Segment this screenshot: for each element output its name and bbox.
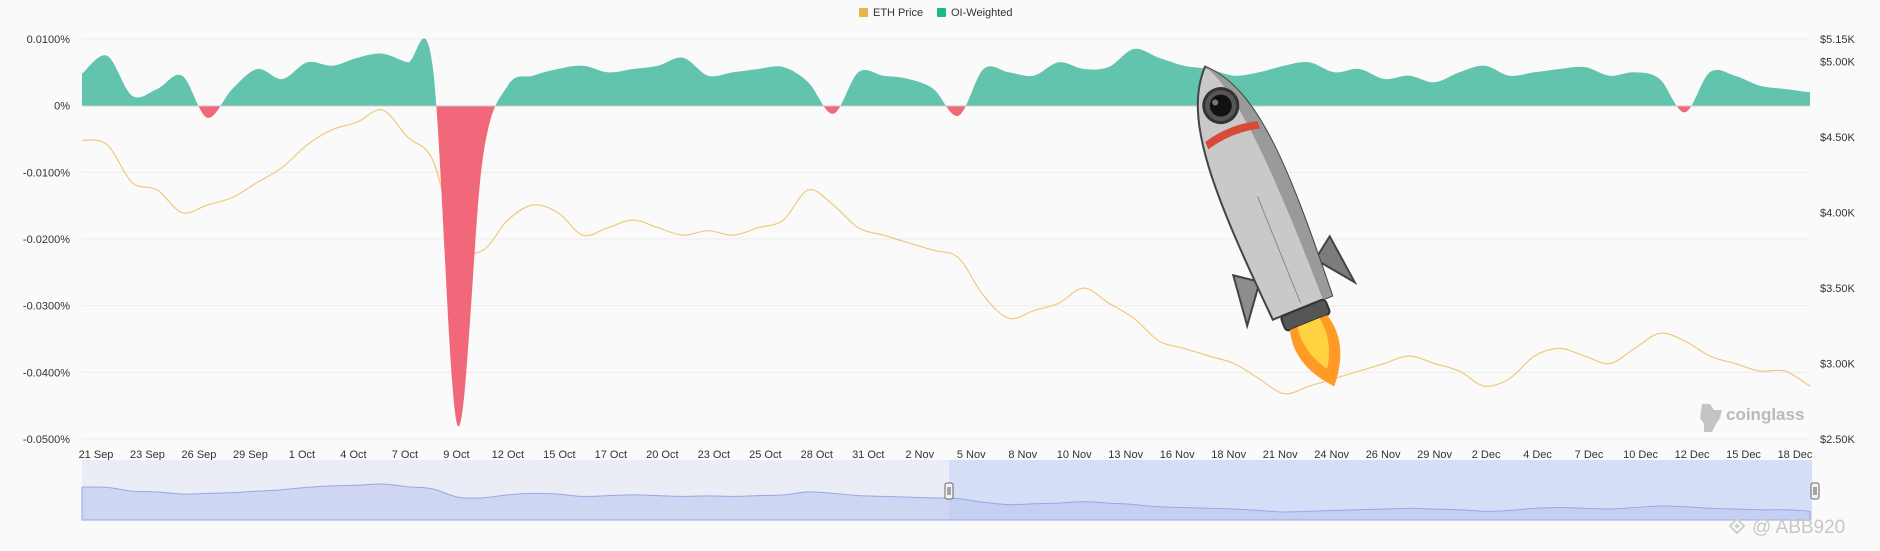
legend-swatch-eth-price — [859, 8, 868, 17]
right-y-tick-label: $3.50K — [1820, 283, 1856, 295]
x-tick-label: 10 Dec — [1623, 449, 1658, 461]
x-tick-label: 26 Nov — [1366, 449, 1401, 461]
left-y-tick-label: -0.0100% — [23, 167, 70, 179]
x-tick-label: 8 Nov — [1008, 449, 1037, 461]
left-y-tick-label: -0.0300% — [23, 301, 70, 313]
x-tick-label: 9 Oct — [443, 449, 469, 461]
coinglass-watermark-text: coinglass — [1726, 405, 1804, 424]
legend-swatch-oi-weighted — [937, 8, 946, 17]
right-y-tick-label: $5.00K — [1820, 57, 1856, 69]
x-tick-label: 13 Nov — [1108, 449, 1143, 461]
x-tick-label: 18 Nov — [1211, 449, 1246, 461]
navigator-left-handle[interactable] — [944, 482, 954, 500]
x-tick-label: 31 Oct — [852, 449, 884, 461]
x-tick-label: 15 Dec — [1726, 449, 1761, 461]
author-credit-text: @ ABB920 — [1752, 517, 1845, 538]
x-tick-label: 23 Sep — [130, 449, 165, 461]
x-tick-label: 29 Nov — [1417, 449, 1452, 461]
rocket-icon — [1196, 65, 1358, 387]
author-credit: @ ABB920 — [1728, 517, 1845, 538]
left-y-tick-label: 0% — [54, 101, 70, 113]
x-tick-label: 21 Nov — [1263, 449, 1298, 461]
right-y-tick-label: $3.00K — [1820, 359, 1856, 371]
x-tick-label: 21 Sep — [79, 449, 114, 461]
x-tick-label: 24 Nov — [1314, 449, 1349, 461]
x-tick-label: 2 Dec — [1472, 449, 1501, 461]
coinglass-logo-icon — [1700, 404, 1722, 432]
right-y-tick-label: $5.15K — [1820, 34, 1856, 46]
x-tick-label: 2 Nov — [905, 449, 934, 461]
x-axis: 21 Sep 23 Sep 26 Sep 29 Sep 1 Oct 4 Oct 7 Oct 9… — [79, 449, 1813, 461]
right-y-tick-label: $4.50K — [1820, 132, 1856, 144]
x-tick-label: 29 Sep — [233, 449, 268, 461]
x-tick-label: 16 Nov — [1160, 449, 1195, 461]
x-tick-label: 17 Oct — [595, 449, 627, 461]
right-y-tick-label: $2.50K — [1820, 434, 1856, 446]
legend-label-oi-weighted: OI-Weighted — [951, 7, 1013, 19]
x-tick-label: 12 Oct — [492, 449, 524, 461]
eth-price-line — [81, 108, 1811, 395]
x-tick-label: 23 Oct — [698, 449, 730, 461]
legend-item-eth-price[interactable]: ETH Price — [859, 7, 923, 19]
left-y-tick-label: -0.0200% — [23, 234, 70, 246]
left-y-tick-label: -0.0500% — [23, 434, 70, 446]
navigator-right-handle[interactable] — [1810, 482, 1820, 500]
eth-price-series — [81, 108, 1811, 395]
x-tick-label: 4 Dec — [1523, 449, 1552, 461]
x-tick-label: 26 Sep — [182, 449, 217, 461]
x-tick-label: 18 Dec — [1778, 449, 1813, 461]
x-tick-label: 7 Dec — [1575, 449, 1604, 461]
left-y-tick-label: -0.0400% — [23, 367, 70, 379]
left-y-tick-label: 0.0100% — [27, 34, 71, 46]
x-tick-label: 1 Oct — [289, 449, 315, 461]
x-tick-label: 4 Oct — [340, 449, 366, 461]
x-tick-label: 25 Oct — [749, 449, 781, 461]
left-y-axis: 0.0100% 0% -0.0100% -0.0200% -0.0300% -0.0400… — [23, 34, 70, 446]
legend-item-oi-weighted[interactable]: OI-Weighted — [937, 7, 1013, 19]
right-y-axis: $5.15K $5.00K $4.50K $4.00K $3.50K $3.00K $2.5… — [1820, 34, 1856, 446]
binance-icon — [1728, 517, 1746, 535]
legend: ETH Price OI-Weighted — [859, 7, 1013, 19]
oi-positive-area — [82, 38, 1810, 106]
x-tick-label: 12 Dec — [1675, 449, 1710, 461]
range-navigator[interactable] — [81, 460, 1820, 521]
legend-label-eth-price: ETH Price — [873, 7, 923, 19]
x-tick-label: 7 Oct — [392, 449, 418, 461]
x-tick-label: 5 Nov — [957, 449, 986, 461]
x-tick-label: 15 Oct — [543, 449, 575, 461]
right-y-tick-label: $4.00K — [1820, 208, 1856, 220]
x-tick-label: 20 Oct — [646, 449, 678, 461]
x-tick-label: 10 Nov — [1057, 449, 1092, 461]
x-tick-label: 28 Oct — [801, 449, 833, 461]
coinglass-watermark: coinglass — [1700, 404, 1804, 432]
oi-weighted-series — [82, 38, 1810, 427]
